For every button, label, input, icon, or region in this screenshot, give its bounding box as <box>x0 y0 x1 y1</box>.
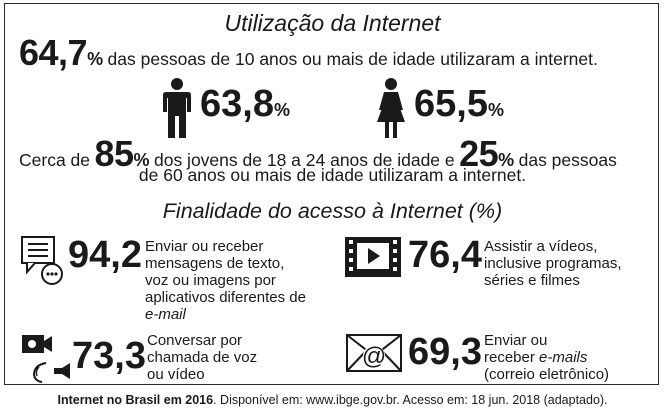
female-person-icon <box>377 78 405 138</box>
desc-line: Enviar ou <box>484 332 548 349</box>
desc-line: aplicativos diferentes de <box>145 289 306 306</box>
desc-line: Assistir a vídeos, <box>484 238 598 255</box>
email-description: Enviar ou receber e-mails (correio eletr… <box>484 332 609 383</box>
young-text: dos jovens de 18 a 24 anos de idade e <box>153 150 455 170</box>
email-envelope-icon: @ <box>346 334 402 372</box>
desc-line: séries e filmes <box>484 272 580 289</box>
age-prefix: Cerca de <box>19 150 91 170</box>
female-value: 65,5 <box>414 83 488 125</box>
desc-prefix: receber <box>484 349 540 366</box>
messaging-value: 94,2 <box>68 234 142 276</box>
overall-value: 64,7 <box>19 32 88 73</box>
chat-message-icon <box>21 236 63 285</box>
messaging-description: Enviar ou receber mensagens de texto, vo… <box>145 238 306 323</box>
source-title: Internet no Brasil em 2016 <box>57 393 214 407</box>
desc-line: chamada de voz <box>147 349 258 366</box>
male-unit: % <box>273 100 290 120</box>
age-stat-line-1: Cerca de 85% dos jovens de 18 a 24 anos … <box>19 133 617 175</box>
overall-stat-line: 64,7% das pessoas de 10 anos ou mais de … <box>19 32 598 74</box>
call-value: 73,3 <box>72 335 146 377</box>
female-unit: % <box>487 100 504 120</box>
desc-line: ou vídeo <box>147 366 205 383</box>
video-description: Assistir a vídeos, inclusive programas, … <box>484 238 622 289</box>
male-stat: 63,8% <box>200 83 290 126</box>
video-player-icon <box>345 237 401 277</box>
video-value: 76,4 <box>408 234 482 276</box>
desc-line: Enviar ou receber <box>145 238 264 255</box>
overall-unit: % <box>87 49 104 69</box>
source-text: . Disponível em: www.ibge.gov.br. Acesso… <box>213 393 608 407</box>
desc-line: mensagens de texto, <box>145 255 285 272</box>
desc-line: inclusive programas, <box>484 255 622 272</box>
call-description: Conversar por chamada de voz ou vídeo <box>147 332 257 383</box>
desc-line: Conversar por <box>147 332 243 349</box>
old-value: 25 <box>459 133 499 174</box>
young-value: 85 <box>94 133 134 174</box>
male-value: 63,8 <box>200 83 274 125</box>
old-unit: % <box>498 150 515 170</box>
female-stat: 65,5% <box>414 83 504 126</box>
svg-text:@: @ <box>362 343 386 370</box>
male-person-icon <box>163 78 191 138</box>
infographic-frame <box>4 3 659 385</box>
desc-line: voz ou imagens por <box>145 272 276 289</box>
desc-line: e-mail <box>145 306 186 323</box>
desc-italic: e-mails <box>539 349 588 366</box>
age-stat-line-2: de 60 anos ou mais de idade utilizaram a… <box>138 165 527 185</box>
page-title: Utilização da Internet <box>224 10 441 36</box>
old-text-1: das pessoas <box>518 150 617 170</box>
desc-line: receber e-mails <box>484 349 609 366</box>
overall-text: das pessoas de 10 anos ou mais de idade … <box>107 49 598 69</box>
desc-line: (correio eletrônico) <box>484 366 610 383</box>
purpose-title: Finalidade do acesso à Internet (%) <box>162 199 503 223</box>
source-citation: Internet no Brasil em 2016. Disponível e… <box>0 393 665 407</box>
email-value: 69,3 <box>408 331 482 373</box>
video-call-icon <box>22 335 70 383</box>
young-unit: % <box>133 150 150 170</box>
